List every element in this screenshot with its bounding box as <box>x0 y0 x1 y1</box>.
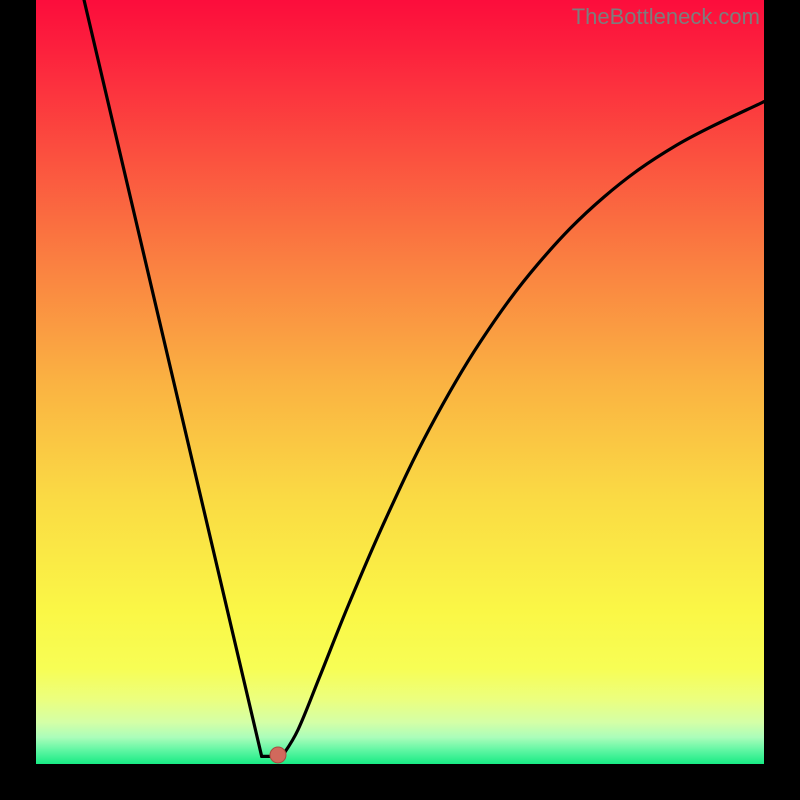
curve-right-branch <box>282 102 764 757</box>
watermark-text: TheBottleneck.com <box>572 4 760 30</box>
curve-layer <box>36 0 764 764</box>
minimum-marker <box>269 746 286 763</box>
frame-right <box>764 0 800 800</box>
curve-left-branch <box>84 0 262 756</box>
frame-left <box>0 0 36 800</box>
plot-area <box>36 0 764 764</box>
frame-bottom <box>0 764 800 800</box>
